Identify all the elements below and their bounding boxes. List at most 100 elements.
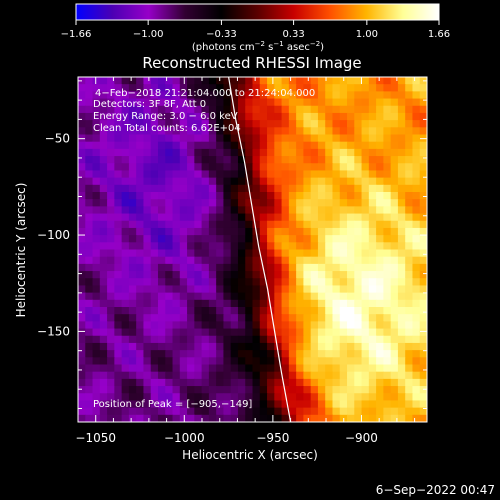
heatmap-cell xyxy=(339,249,348,258)
heatmap-cell xyxy=(419,378,427,387)
heatmap-cell xyxy=(288,414,297,422)
heatmap-cell xyxy=(252,98,261,107)
heatmap-cell xyxy=(310,278,319,287)
heatmap-cell xyxy=(78,127,86,136)
heatmap-cell xyxy=(405,371,414,380)
heatmap-cell xyxy=(252,292,261,301)
heatmap-cell xyxy=(303,242,312,251)
heatmap-cell xyxy=(128,314,137,322)
heatmap-cell xyxy=(208,371,217,380)
heatmap-cell xyxy=(267,314,275,322)
heatmap-cell xyxy=(339,350,348,358)
heatmap-cell xyxy=(332,364,341,373)
heatmap-cell xyxy=(376,134,384,143)
heatmap-cell xyxy=(317,192,326,200)
heatmap-cell xyxy=(237,105,246,114)
heatmap-cell xyxy=(107,220,115,229)
heatmap-cell xyxy=(85,199,94,207)
heatmap-cell xyxy=(230,112,239,121)
heatmap-cell xyxy=(361,285,370,294)
heatmap-cell xyxy=(296,328,304,337)
heatmap-cell xyxy=(354,335,363,344)
heatmap-cell xyxy=(245,141,254,150)
heatmap-cell xyxy=(92,148,101,157)
heatmap-cell xyxy=(165,213,174,222)
heatmap-cell xyxy=(288,98,297,107)
heatmap-cell xyxy=(259,77,268,85)
heatmap-cell xyxy=(354,184,363,193)
heatmap-cell xyxy=(216,141,225,150)
heatmap-cell xyxy=(339,213,348,222)
heatmap-cell xyxy=(317,105,326,114)
heatmap-cell xyxy=(99,400,108,409)
heatmap-cell xyxy=(201,141,210,150)
heatmap-cell xyxy=(383,98,392,107)
heatmap-cell xyxy=(347,112,355,121)
heatmap-cell xyxy=(150,292,159,301)
heatmap-cell xyxy=(107,105,115,114)
heatmap-cell xyxy=(85,227,94,236)
heatmap-cell xyxy=(267,386,275,394)
heatmap-cell xyxy=(216,271,225,279)
heatmap-cell xyxy=(121,134,130,143)
heatmap-cell xyxy=(267,335,275,344)
heatmap-cell xyxy=(405,105,414,114)
heatmap-cell xyxy=(383,156,392,164)
chart-title: Reconstructed RHESSI Image xyxy=(142,54,361,72)
heatmap-cell xyxy=(325,321,334,330)
heatmap-cell xyxy=(194,184,203,193)
heatmap-cell xyxy=(245,134,254,143)
heatmap-cell xyxy=(165,407,174,416)
heatmap-cell xyxy=(412,163,421,172)
heatmap-cell xyxy=(187,292,195,301)
heatmap-cell xyxy=(223,141,232,150)
heatmap-cell xyxy=(128,206,137,215)
heatmap-cell xyxy=(419,278,427,287)
heatmap-cell xyxy=(347,271,355,279)
heatmap-cell xyxy=(143,235,152,243)
heatmap-cell xyxy=(85,105,94,114)
heatmap-cell xyxy=(237,163,246,172)
heatmap-cell xyxy=(296,342,304,351)
heatmap-cell xyxy=(85,242,94,251)
heatmap-cell xyxy=(288,364,297,373)
heatmap-cell xyxy=(99,120,108,128)
heatmap-cell xyxy=(259,235,268,243)
heatmap-cell xyxy=(354,278,363,287)
heatmap-cell xyxy=(237,77,246,85)
heatmap-cell xyxy=(223,134,232,143)
heatmap-cell xyxy=(412,314,421,322)
heatmap-cell xyxy=(310,350,319,358)
heatmap-cell xyxy=(179,84,188,92)
heatmap-cell xyxy=(114,414,123,422)
heatmap-cell xyxy=(361,400,370,409)
heatmap-cell xyxy=(354,192,363,200)
heatmap-cell xyxy=(107,242,115,251)
heatmap-cell xyxy=(194,407,203,416)
heatmap-cell xyxy=(107,227,115,236)
heatmap-cell xyxy=(390,77,399,85)
heatmap-cell xyxy=(267,141,275,150)
heatmap-cell xyxy=(259,414,268,422)
heatmap-cell xyxy=(274,127,283,136)
heatmap-cell xyxy=(325,299,334,308)
heatmap-cell xyxy=(405,350,414,358)
heatmap-cell xyxy=(252,299,261,308)
heatmap-cell xyxy=(383,335,392,344)
heatmap-cell xyxy=(157,386,166,394)
heatmap-cell xyxy=(361,256,370,265)
heatmap-cell xyxy=(383,120,392,128)
heatmap-cell xyxy=(361,184,370,193)
heatmap-cell xyxy=(201,314,210,322)
heatmap-cell xyxy=(114,127,123,136)
heatmap-cell xyxy=(361,227,370,236)
heatmap-cell xyxy=(128,378,137,387)
heatmap-cell xyxy=(157,163,166,172)
heatmap-cell xyxy=(216,371,225,380)
heatmap-cell xyxy=(121,307,130,315)
heatmap-cell xyxy=(303,357,312,366)
heatmap-cell xyxy=(339,292,348,301)
heatmap-cell xyxy=(332,148,341,157)
heatmap-cell xyxy=(172,263,181,272)
heatmap-cell xyxy=(259,285,268,294)
